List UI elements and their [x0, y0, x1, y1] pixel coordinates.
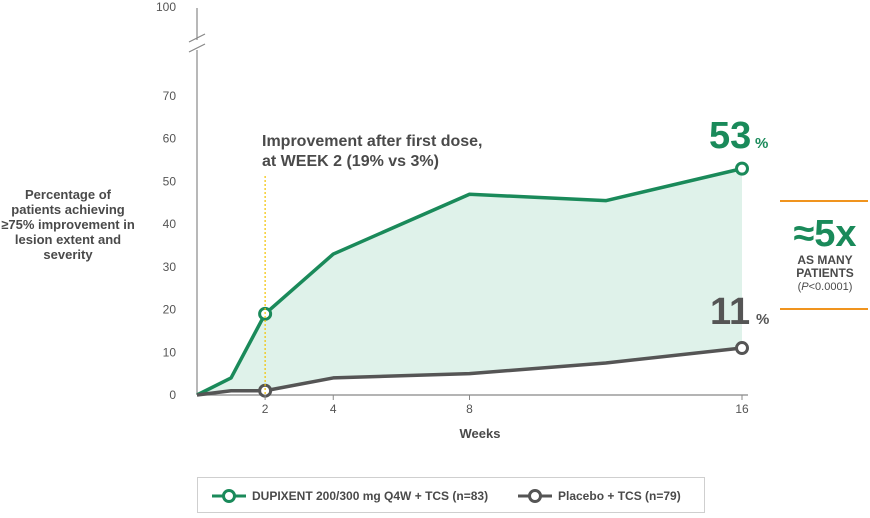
y-tick-label: 0	[169, 388, 176, 402]
legend: DUPIXENT 200/300 mg Q4W + TCS (n=83) Pla…	[197, 477, 705, 513]
legend-marker-dupixent	[212, 489, 246, 503]
multiplier-callout: ≈5x AS MANY PATIENTS (P<0.0001)	[780, 200, 870, 310]
x-tick-label: 4	[330, 402, 337, 416]
legend-label-placebo: Placebo + TCS (n=79)	[558, 489, 681, 503]
end-value-unit: %	[755, 135, 768, 152]
y-tick-label: 10	[163, 345, 177, 359]
y-tick-label: 100	[156, 0, 176, 14]
axis-break-mark-2	[188, 43, 206, 53]
legend-item-dupixent: DUPIXENT 200/300 mg Q4W + TCS (n=83)	[212, 487, 488, 505]
callout-pvalue: (P<0.0001)	[797, 281, 853, 293]
callout-line2: PATIENTS	[796, 266, 854, 280]
y-tick-label: 50	[163, 174, 177, 188]
callout-multiplier: ≈5x	[793, 213, 857, 255]
x-tick-label: 16	[735, 402, 749, 416]
y-tick-label: 20	[163, 303, 177, 317]
y-tick-label: 70	[163, 89, 177, 103]
callout-line1: AS MANY	[797, 253, 853, 267]
annotation-line1: Improvement after first dose,	[262, 133, 483, 150]
end-value-label: 53	[709, 115, 751, 157]
callout-rule-top	[780, 200, 868, 202]
series-line-1	[196, 346, 743, 397]
series-line-0	[196, 166, 743, 397]
x-axis-label: Weeks	[460, 426, 501, 441]
x-tick-label: 8	[466, 402, 473, 416]
legend-label-dupixent: DUPIXENT 200/300 mg Q4W + TCS (n=83)	[252, 489, 489, 503]
callout-pvalue-prefix: P	[801, 281, 809, 293]
callout-rule-bottom	[780, 308, 868, 310]
x-tick-label: 2	[262, 402, 269, 416]
end-value-unit: %	[756, 311, 769, 328]
axis-break-mark-1	[188, 33, 206, 43]
legend-marker-placebo	[518, 489, 552, 503]
y-tick-label: 60	[163, 132, 177, 146]
y-tick-label: 40	[163, 217, 177, 231]
series-marker-1	[258, 383, 273, 398]
y-tick-label: 30	[163, 260, 177, 274]
annotation-line2: at WEEK 2 (19% vs 3%)	[262, 153, 439, 170]
y-axis-label: Percentage of patients achieving ≥75% im…	[1, 187, 135, 262]
end-value-label: 11	[710, 291, 750, 333]
legend-item-placebo: Placebo + TCS (n=79)	[518, 487, 681, 505]
callout-pvalue-rest: <0.0001	[808, 281, 849, 293]
series-marker-0	[735, 161, 749, 176]
fill-between-area	[197, 168, 742, 395]
series-marker-1	[735, 341, 749, 356]
